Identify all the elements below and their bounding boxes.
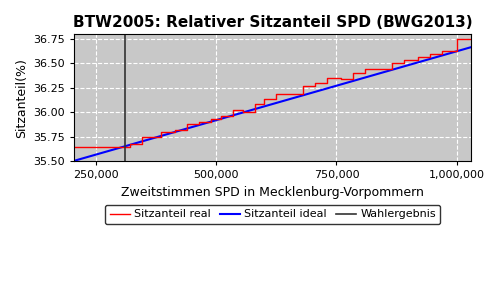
Sitzanteil real bbox=[196, 122, 202, 126]
Sitzanteil real bbox=[468, 37, 474, 40]
Y-axis label: Sitzanteil(%): Sitzanteil(%) bbox=[15, 58, 28, 137]
Sitzanteil real bbox=[72, 145, 78, 148]
Sitzanteil real bbox=[324, 81, 330, 85]
X-axis label: Zweitstimmen SPD in Mecklenburg-Vorpommern: Zweitstimmen SPD in Mecklenburg-Vorpomme… bbox=[122, 186, 424, 199]
Title: BTW2005: Relativer Sitzanteil SPD (BWG2013): BTW2005: Relativer Sitzanteil SPD (BWG20… bbox=[73, 15, 472, 30]
Legend: Sitzanteil real, Sitzanteil ideal, Wahlergebnis: Sitzanteil real, Sitzanteil ideal, Wahle… bbox=[105, 205, 440, 224]
Sitzanteil real bbox=[218, 117, 224, 121]
Line: Sitzanteil real: Sitzanteil real bbox=[74, 39, 471, 147]
Sitzanteil real bbox=[218, 114, 224, 118]
Sitzanteil real bbox=[158, 130, 164, 134]
Sitzanteil real bbox=[208, 120, 214, 124]
Sitzanteil real bbox=[454, 37, 460, 40]
